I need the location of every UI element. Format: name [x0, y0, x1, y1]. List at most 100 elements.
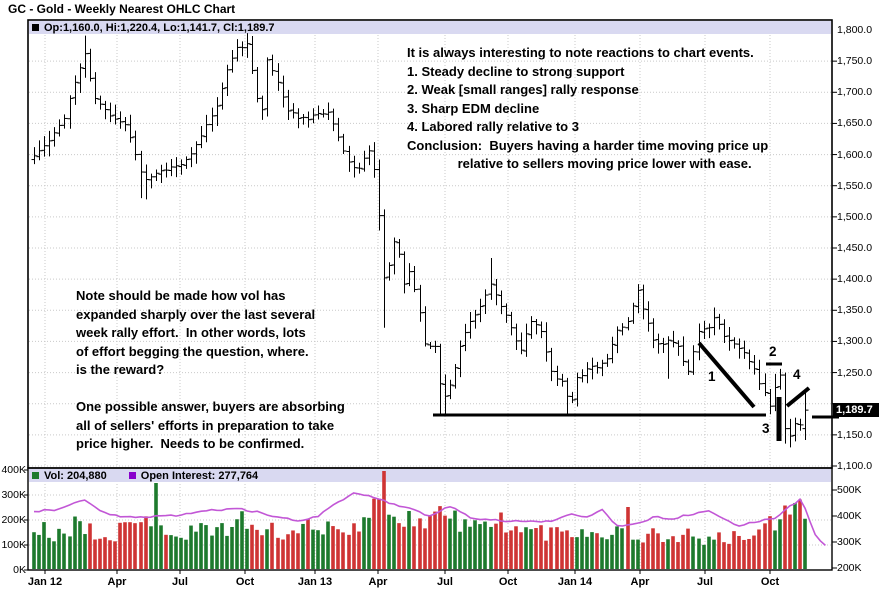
- volume-bar: [631, 539, 635, 569]
- volume-bar: [179, 537, 183, 569]
- volume-bar: [752, 535, 756, 569]
- volume-bar: [255, 529, 259, 569]
- volume-bar: [641, 542, 645, 569]
- volume-bar: [128, 522, 132, 569]
- volume-bar: [514, 526, 518, 569]
- x-axis-label: Jul: [697, 576, 713, 588]
- volume-bar: [610, 534, 614, 569]
- volume-bar: [712, 539, 716, 569]
- volume-bar: [666, 539, 670, 569]
- open-interest-legend-text: Open Interest: 277,764: [140, 469, 259, 482]
- x-axis-label: Jul: [437, 576, 453, 588]
- volume-bar: [204, 525, 208, 569]
- x-axis-label: Jan 14: [557, 576, 593, 588]
- volume-bar: [438, 506, 442, 569]
- volume-bar: [489, 526, 493, 569]
- annotation-number-4: 4: [793, 367, 801, 382]
- volume-bar: [245, 528, 249, 569]
- price-axis-label: 1,700.0: [837, 86, 873, 99]
- x-axis-label: Apr: [630, 576, 650, 588]
- volume-bar: [296, 533, 300, 569]
- volume-bar: [478, 524, 482, 569]
- last-price-badge: 1,189.7: [833, 403, 879, 417]
- volume-bar: [301, 523, 305, 569]
- x-axis-label: Oct: [498, 576, 518, 588]
- annotation-number-3: 3: [762, 421, 770, 436]
- volume-bar: [671, 536, 675, 569]
- volume-bar: [702, 544, 706, 569]
- volume-bar: [544, 540, 548, 569]
- price-axis-label: 1,450.0: [837, 242, 873, 254]
- volume-bar: [98, 538, 102, 569]
- volume-bar: [326, 521, 330, 569]
- volume-bar: [560, 531, 564, 569]
- rally-4-line: [785, 386, 811, 408]
- ohlc-legend-strip: [29, 21, 831, 34]
- volume-bar: [788, 514, 792, 569]
- volume-bar: [210, 535, 214, 569]
- volume-axis-label: 100K: [1, 539, 26, 551]
- volume-bar: [286, 534, 290, 569]
- x-axis-label: Apr: [368, 576, 388, 588]
- volume-bar: [494, 523, 498, 569]
- volume-bar: [443, 515, 447, 569]
- price-axis-label: 1,550.0: [837, 179, 873, 192]
- volume-bar: [661, 542, 665, 569]
- volume-bar: [83, 534, 87, 569]
- volume-bar: [778, 519, 782, 569]
- volume-bar: [412, 526, 416, 569]
- volume-bar: [651, 528, 655, 569]
- volume-bar: [732, 531, 736, 569]
- volume-bar: [321, 534, 325, 569]
- volume-bar: [372, 498, 376, 569]
- volume-bar: [235, 519, 239, 569]
- volume-bar: [250, 524, 254, 569]
- volume-bar: [220, 523, 224, 569]
- volume-bar: [331, 526, 335, 569]
- volume-bar: [509, 530, 513, 569]
- volume-bar: [281, 539, 285, 569]
- volume-bar: [407, 511, 411, 569]
- volume-bar: [270, 522, 274, 569]
- volume-legend-text: Vol: 204,880: [44, 469, 107, 482]
- volume-bar: [539, 525, 543, 569]
- volume-bar: [52, 541, 56, 569]
- volume-axis-label: 200K: [1, 514, 26, 526]
- volume-bar: [697, 538, 701, 569]
- price-axis-label: 1,300.0: [837, 335, 873, 348]
- price-axis-label: 1,750.0: [837, 55, 873, 68]
- volume-bar: [747, 538, 751, 569]
- volume-bar: [418, 518, 422, 569]
- volume-bar: [230, 526, 234, 569]
- x-axis-label: Jan 12: [27, 576, 63, 588]
- volume-bar: [362, 517, 366, 569]
- price-panel: [28, 20, 832, 468]
- open-interest-series-swatch-icon: [128, 472, 136, 479]
- volume-bar: [189, 525, 193, 569]
- volume-bar: [448, 518, 452, 569]
- volume-bar: [742, 539, 746, 569]
- price-axis-label: 1,100.0: [837, 460, 873, 472]
- volume-axis-label: 400K: [1, 464, 26, 476]
- volume-bar: [316, 530, 320, 569]
- volume-bar: [291, 530, 295, 569]
- volume-bar: [225, 535, 229, 569]
- volume-legend-strip: [29, 469, 831, 482]
- volume-bar: [32, 532, 36, 569]
- volume-bar: [783, 505, 787, 569]
- volume-bar: [722, 542, 726, 569]
- volume-bar: [798, 499, 802, 569]
- volume-bar: [42, 522, 46, 569]
- volume-bar: [575, 537, 579, 569]
- volume-bar: [215, 527, 219, 569]
- chart-events-annotation: It is always interesting to note reactio…: [407, 45, 769, 171]
- price-axis-label: 1,650.0: [837, 117, 873, 130]
- volume-bar: [458, 531, 462, 569]
- volume-bar: [154, 483, 158, 569]
- volume-bar: [763, 523, 767, 569]
- price-axis-label: 1,600.0: [837, 148, 873, 161]
- volume-bar: [68, 536, 72, 569]
- volume-bar: [93, 539, 97, 569]
- volume-bar: [428, 515, 432, 569]
